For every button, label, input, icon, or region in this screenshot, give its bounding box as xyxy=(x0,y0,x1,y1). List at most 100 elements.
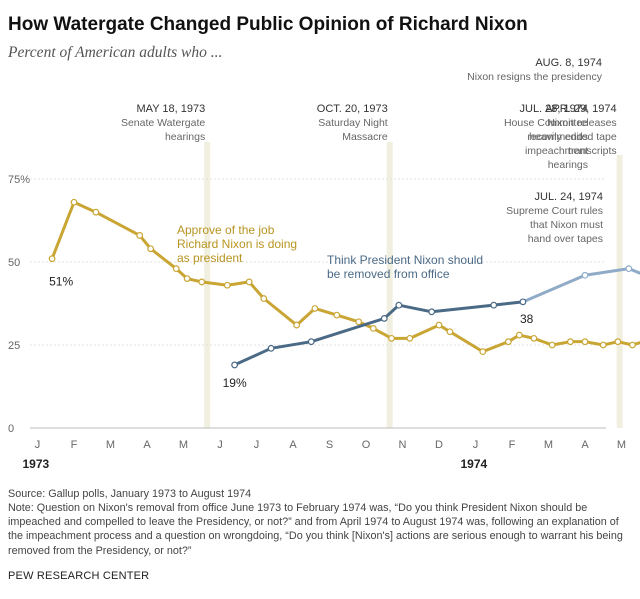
approve-start-label: 51% xyxy=(49,275,73,289)
y-tick-label: 75% xyxy=(8,174,30,186)
x-tick-label: F xyxy=(509,439,516,451)
event-description: Saturday Night xyxy=(318,117,388,129)
approve-point xyxy=(599,341,607,349)
approve-point xyxy=(629,341,636,349)
approve-series-label: Richard Nixon is doing xyxy=(177,237,297,251)
approve-series-label: as president xyxy=(177,251,243,265)
remove-line-phase1 xyxy=(233,300,524,367)
line-chart: 0255075%JFMAMJJASONDJFMAMJJA19731974MAY … xyxy=(8,57,640,471)
approve-series-label: Approve of the job xyxy=(177,223,275,237)
x-tick-label: J xyxy=(35,439,41,451)
event-description: hearings xyxy=(165,131,205,143)
approve-point xyxy=(333,311,341,319)
x-tick-label: J xyxy=(473,439,479,451)
x-tick-label: J xyxy=(217,439,223,451)
event-description: Nixon resigns the presidency xyxy=(467,71,603,83)
event-date: JUL. 24, 1974 xyxy=(535,191,604,203)
remove-series-label: be removed from office xyxy=(327,267,450,281)
event-date: APR. 29, 1974 xyxy=(545,103,617,115)
approve-point xyxy=(567,338,574,346)
approve-point xyxy=(581,338,589,346)
approve-point xyxy=(406,334,414,342)
approve-point xyxy=(136,232,144,239)
event-description: Massacre xyxy=(342,131,388,143)
approve-point xyxy=(183,275,191,283)
approve-point xyxy=(172,265,180,273)
y-tick-label: 0 xyxy=(8,423,14,435)
approve-point xyxy=(223,281,231,289)
event-description: impeachment xyxy=(525,145,588,157)
remove-mid-label: 38 xyxy=(520,312,534,326)
approve-point xyxy=(147,245,155,253)
event-description: Nixon releases xyxy=(547,117,616,129)
year-label: 1973 xyxy=(23,457,50,471)
x-tick-label: M xyxy=(617,439,626,451)
x-tick-label: O xyxy=(362,439,371,451)
approve-point xyxy=(548,341,556,349)
approve-point xyxy=(369,325,377,332)
x-tick-label: A xyxy=(289,439,297,451)
event-description: hearings xyxy=(548,159,588,171)
x-tick-label: M xyxy=(106,439,115,451)
approve-point xyxy=(614,338,622,346)
event-description: that Nixon must xyxy=(530,219,603,231)
remove-series-label: Think President Nixon should xyxy=(327,253,483,267)
approve-point xyxy=(198,278,206,286)
event-date: OCT. 20, 1973 xyxy=(317,103,388,115)
event-description: Supreme Court rules xyxy=(506,205,603,217)
event-description: recommends xyxy=(527,131,588,143)
remove-line-phase2 xyxy=(522,267,640,304)
approve-point xyxy=(355,318,363,326)
approve-point xyxy=(260,295,268,302)
remove-point xyxy=(395,301,403,309)
remove-point xyxy=(307,338,315,346)
remove-point xyxy=(625,265,633,273)
remove-point xyxy=(519,298,527,306)
remove-point xyxy=(267,344,275,352)
event-band xyxy=(616,155,623,428)
approve-point xyxy=(48,255,56,263)
event-description: Senate Watergate xyxy=(121,117,205,129)
x-tick-label: M xyxy=(544,439,553,451)
chart-subtitle: Percent of American adults who ... xyxy=(8,44,223,61)
approve-point xyxy=(479,348,487,356)
approve-point xyxy=(515,331,523,339)
remove-point xyxy=(231,361,239,369)
remove-start-label: 19% xyxy=(223,376,247,390)
methodology-note: Note: Question on Nixon's removal from o… xyxy=(8,502,623,557)
event-date: AUG. 8, 1974 xyxy=(535,57,602,69)
chart-title: How Watergate Changed Public Opinion of … xyxy=(8,14,528,35)
approve-point xyxy=(70,198,78,206)
event-description: heavily edited tape xyxy=(529,131,617,143)
approve-point xyxy=(311,305,319,312)
event-band xyxy=(386,142,393,428)
source-note: Source: Gallup polls, January 1973 to Au… xyxy=(8,488,252,500)
x-tick-label: D xyxy=(435,439,443,451)
x-tick-label: J xyxy=(254,439,260,451)
remove-point xyxy=(581,271,589,279)
approve-point xyxy=(245,278,253,286)
y-tick-label: 25 xyxy=(8,340,20,352)
x-tick-label: S xyxy=(326,439,333,451)
event-description: House Committee xyxy=(504,117,588,129)
event-date: JUL. 28, 1974 xyxy=(520,103,589,115)
x-tick-label: M xyxy=(179,439,188,451)
pew-research-center-logo: PEW RESEARCH CENTER xyxy=(8,570,150,582)
approve-point xyxy=(293,321,301,329)
approve-point xyxy=(446,328,454,336)
approve-point xyxy=(435,321,443,329)
remove-point xyxy=(490,301,498,309)
x-tick-label: F xyxy=(71,439,78,451)
approve-point xyxy=(388,334,395,342)
event-description: hand over tapes xyxy=(528,233,603,245)
y-tick-label: 50 xyxy=(8,257,20,269)
approve-point xyxy=(530,334,538,342)
event-date: MAY 18, 1973 xyxy=(137,103,206,115)
x-tick-label: A xyxy=(143,439,151,451)
event-description: transcripts xyxy=(568,145,616,157)
remove-point xyxy=(428,308,436,316)
event-band xyxy=(204,142,211,428)
remove-point xyxy=(380,315,388,322)
year-label: 1974 xyxy=(461,457,488,471)
approve-point xyxy=(504,338,512,346)
